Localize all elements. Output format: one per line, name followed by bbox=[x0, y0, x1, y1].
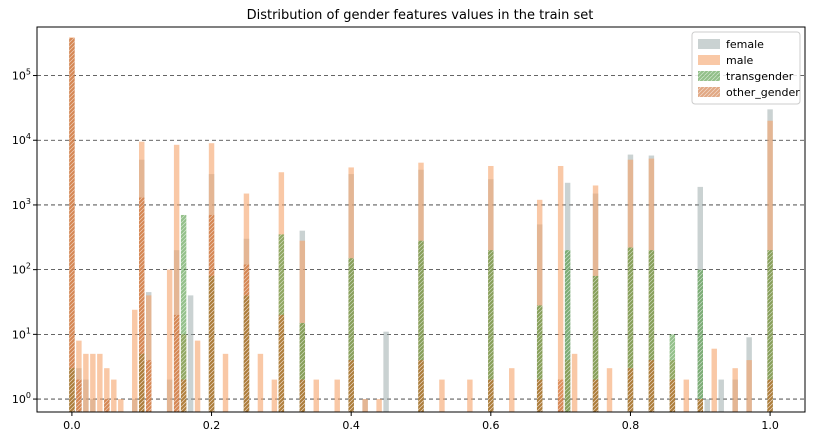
grid-lines bbox=[37, 75, 805, 400]
bar-female bbox=[718, 379, 724, 412]
bar-other_gender bbox=[299, 379, 306, 412]
legend-label-other_gender: other_gender bbox=[726, 86, 800, 99]
bar-other_gender bbox=[243, 264, 250, 412]
bar-male bbox=[104, 368, 110, 412]
bar-male bbox=[145, 295, 152, 412]
bar-other_gender bbox=[648, 360, 655, 412]
bar-other_gender bbox=[592, 379, 599, 412]
bar-male bbox=[711, 348, 717, 412]
bar-male bbox=[313, 379, 319, 412]
bar-transgender bbox=[648, 250, 655, 412]
legend-swatch-other_gender bbox=[698, 87, 720, 97]
x-tick-label: 0.8 bbox=[622, 419, 640, 432]
bar-other_gender bbox=[488, 379, 494, 412]
y-tick-label: 103 bbox=[12, 197, 31, 212]
bar-other_gender bbox=[69, 38, 75, 412]
bar-other_gender bbox=[104, 399, 110, 412]
bar-male bbox=[571, 353, 578, 412]
series-other_gender bbox=[69, 38, 773, 412]
bar-male bbox=[194, 340, 201, 412]
legend-box bbox=[691, 31, 801, 105]
bar-male bbox=[97, 353, 103, 412]
bar-male bbox=[173, 144, 180, 412]
bar-other_gender bbox=[669, 379, 676, 412]
bar-male bbox=[439, 379, 445, 412]
y-axis: 100 101 102 103 104 105 bbox=[12, 68, 37, 406]
y-tick-label: 104 bbox=[12, 132, 31, 147]
chart-title: Distribution of gender features values i… bbox=[247, 8, 594, 23]
bar-female bbox=[187, 295, 194, 412]
bar-male bbox=[376, 399, 382, 412]
bar-other_gender bbox=[173, 314, 180, 412]
bar-male bbox=[118, 399, 124, 412]
x-axis: 0.0 0.2 0.4 0.6 0.8 1.0 bbox=[63, 412, 779, 432]
bar-other_gender bbox=[627, 368, 634, 412]
bar-transgender bbox=[536, 305, 543, 412]
bar-other_gender bbox=[278, 314, 285, 412]
bar-male bbox=[257, 353, 264, 412]
bar-other_gender bbox=[557, 379, 564, 412]
legend: female male transgender other_gender bbox=[691, 31, 801, 105]
legend-swatch-transgender bbox=[698, 71, 720, 81]
bar-male bbox=[557, 165, 564, 412]
bar-male bbox=[90, 353, 96, 412]
bar-other_gender bbox=[208, 214, 215, 412]
bars-layer bbox=[69, 37, 773, 413]
bar-transgender bbox=[488, 250, 494, 412]
bar-transgender bbox=[564, 250, 571, 412]
bar-female bbox=[704, 399, 710, 412]
legend-label-male: male bbox=[726, 54, 754, 67]
bar-male bbox=[111, 379, 117, 412]
bar-male bbox=[132, 309, 138, 412]
bar-male bbox=[83, 353, 89, 412]
bar-other_gender bbox=[418, 360, 424, 412]
bar-male bbox=[606, 368, 613, 412]
bar-male bbox=[166, 269, 173, 412]
x-tick-label: 0.0 bbox=[63, 419, 81, 432]
plot-frame bbox=[36, 26, 806, 413]
legend-swatch-female bbox=[698, 39, 720, 49]
x-tick-label: 0.2 bbox=[203, 419, 221, 432]
x-tick-label: 0.4 bbox=[342, 419, 360, 432]
y-tick-label: 102 bbox=[12, 262, 31, 277]
bar-male bbox=[76, 340, 82, 412]
bar-other_gender bbox=[348, 360, 354, 412]
y-tick-label: 101 bbox=[12, 326, 31, 341]
y-tick-label: 105 bbox=[12, 68, 31, 83]
bar-other_gender bbox=[76, 379, 82, 412]
bar-male bbox=[732, 368, 738, 412]
legend-swatch-male bbox=[698, 55, 720, 65]
bar-other_gender bbox=[536, 379, 543, 412]
bar-male bbox=[683, 379, 690, 412]
bar-transgender bbox=[697, 269, 703, 412]
bar-other_gender bbox=[180, 379, 187, 412]
bar-transgender bbox=[299, 322, 306, 412]
x-tick-label: 1.0 bbox=[761, 419, 779, 432]
bar-male bbox=[334, 379, 340, 412]
bar-other_gender bbox=[139, 197, 145, 412]
bar-male bbox=[509, 368, 515, 412]
bar-male bbox=[746, 360, 752, 412]
bar-female bbox=[383, 331, 389, 412]
y-tick-label: 100 bbox=[12, 391, 31, 406]
bar-male bbox=[271, 379, 278, 412]
x-tick-label: 0.6 bbox=[482, 419, 500, 432]
bar-transgender bbox=[767, 250, 773, 412]
bar-transgender bbox=[592, 275, 599, 412]
bar-transgender bbox=[627, 247, 634, 412]
legend-label-transgender: transgender bbox=[726, 70, 794, 83]
bar-male bbox=[362, 399, 368, 412]
legend-label-female: female bbox=[726, 38, 764, 51]
bar-transgender bbox=[418, 240, 424, 412]
bar-transgender bbox=[669, 334, 676, 412]
bar-male bbox=[222, 353, 229, 412]
bar-other_gender bbox=[767, 379, 773, 412]
bar-transgender bbox=[348, 258, 354, 412]
bar-other_gender bbox=[145, 360, 152, 412]
bar-transgender bbox=[180, 214, 187, 412]
bar-other_gender bbox=[697, 399, 703, 412]
bar-male bbox=[467, 379, 473, 412]
